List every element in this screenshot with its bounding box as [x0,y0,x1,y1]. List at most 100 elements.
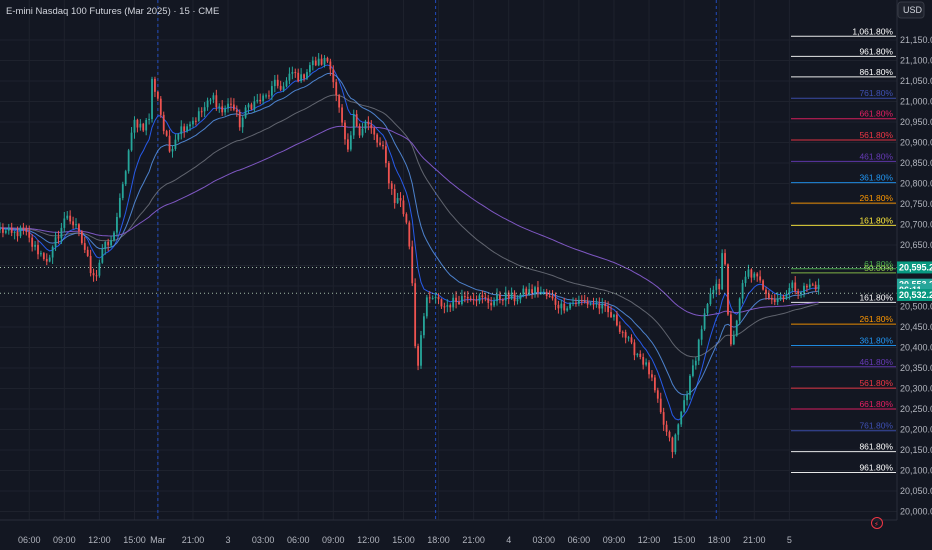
candle-body [162,114,165,132]
candle-body [735,320,738,336]
candle [677,423,680,441]
time-tick-label: 5 [787,535,792,545]
candle-body [31,237,34,247]
time-tick-label: 15:00 [123,535,146,545]
candle [262,93,265,105]
candle [618,321,621,335]
candle-body [60,227,63,239]
candle-body [215,95,218,108]
candle [554,292,557,310]
candle [367,116,370,131]
candle [566,306,569,312]
candle [285,77,288,88]
candle-body [136,119,139,128]
candle-body [463,296,466,298]
candle [352,109,355,140]
price-badge-label: 20,595.25 [899,262,932,272]
candle [724,249,726,266]
fib-level-label: 261.80% [859,314,893,324]
candle [95,269,98,281]
candle [472,292,475,305]
candle [247,102,250,114]
candle [499,291,501,304]
time-tick-label: 12:00 [88,535,111,545]
candle [37,240,39,260]
candle [209,97,212,105]
candle [83,236,86,253]
candle-body [613,314,615,318]
time-axis[interactable]: 06:00 09:00 12:00 15:00 Mar 21:00 3 03:00 06:00 0… [18,535,792,545]
candle-body [212,95,215,100]
price-axis-panel[interactable] [897,0,932,550]
candle-body [352,114,355,136]
lightning-icon-ring[interactable] [871,517,883,529]
candle-body [589,304,592,306]
lightning-icon[interactable]: ⚡ [874,521,879,529]
time-tick-label: 03:00 [252,535,275,545]
candle-body [776,298,779,303]
candle [28,225,31,243]
candle [481,290,484,304]
candle [691,359,694,378]
candle-body [648,362,650,375]
time-tick-label: 06:00 [568,535,591,545]
candle-body [765,289,767,294]
candle-body [148,118,151,120]
candle-body [227,103,229,109]
candle [332,65,335,89]
candle [607,301,610,318]
fib-level-label: 861.80% [859,67,893,77]
candle-body [320,58,323,65]
candle [636,352,639,358]
price-badges: 20,595.2520,553.2506:1120,532.25 [897,261,932,302]
candle-body [393,188,396,203]
candle-body [396,198,399,203]
candle [300,68,303,84]
candle [385,140,387,168]
candle [563,297,566,314]
fib-level-label: 461.80% [859,357,893,367]
price-tick-label: 20,400.00 [900,343,932,353]
candle [686,390,688,406]
candle-body [40,253,42,255]
candle-body [531,289,533,294]
candle [192,117,194,128]
candle-body [537,287,539,293]
candle-body [519,294,522,300]
candle-body [19,227,22,237]
currency-button-bg[interactable] [897,1,925,19]
candle [335,78,338,102]
candle-body [428,297,431,299]
price-badge-bg [897,289,932,302]
candle [586,297,589,309]
candle-body [794,282,797,292]
candle [551,290,554,301]
candle [542,288,545,295]
candle-body [0,227,1,230]
candle [738,297,741,325]
candle-body [256,99,259,102]
candle-body [431,298,434,300]
candle-body [48,257,51,262]
fib-level-label: 761.80% [859,421,893,431]
candle-body [238,111,241,128]
time-tick-label: 03:00 [533,535,556,545]
candle [797,288,800,300]
candle [712,285,715,299]
price-tick-label: 20,250.00 [900,404,932,414]
candle [89,249,92,277]
price-tick-label: 20,150.00 [900,445,932,455]
candle [376,133,379,148]
candle-body [10,228,13,233]
candle-body [811,284,814,286]
candle [297,68,300,83]
candle [151,76,153,123]
candle [139,119,142,131]
time-tick-label: 06:00 [18,535,41,545]
candle [130,126,133,152]
currency-label[interactable]: USD [903,5,923,15]
candle-body [554,298,557,305]
candle [250,102,253,111]
